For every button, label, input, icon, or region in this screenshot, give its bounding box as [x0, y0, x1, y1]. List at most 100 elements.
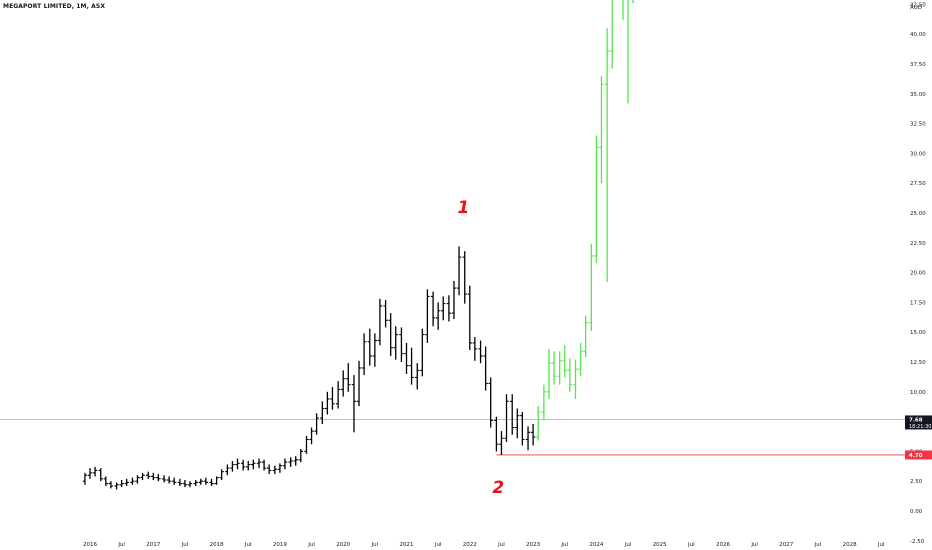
axes	[0, 419, 905, 456]
y-tick-label: 0.00	[910, 509, 923, 515]
ohlc-bar	[488, 377, 493, 428]
x-tick-label: 2027	[779, 542, 793, 548]
ohlc-bar	[525, 426, 531, 451]
ohlc-bar	[462, 251, 467, 304]
ohlc-bar	[632, 0, 634, 4]
price-axis[interactable]: -2.500.002.505.007.5010.0012.5015.0017.5…	[910, 0, 926, 545]
ohlc-bar	[510, 394, 515, 435]
ohlc-bar	[87, 468, 93, 479]
ohlc-bar	[622, 0, 624, 20]
x-tick-label: Jul	[814, 542, 822, 548]
ohlc-bar	[404, 342, 409, 374]
x-tick-label: 2026	[716, 542, 730, 548]
ohlc-bar	[515, 408, 520, 439]
ohlc-bar	[114, 482, 119, 490]
ohlc-bar	[361, 333, 367, 376]
ohlc-bar	[346, 363, 351, 392]
support-price-value: 4.70	[909, 453, 923, 459]
ohlc-bar	[108, 481, 114, 489]
ohlc-bar	[583, 315, 588, 358]
ohlc-bar	[140, 472, 145, 481]
ohlc-bar	[235, 458, 240, 470]
ohlc-bar	[467, 285, 472, 351]
currency-label: AUD	[910, 5, 922, 11]
ohlc-bar	[187, 481, 193, 488]
ohlc-bar	[627, 0, 629, 104]
ohlc-bar	[251, 459, 256, 470]
ohlc-bar	[530, 423, 536, 446]
ohlc-bar	[562, 345, 567, 378]
ohlc-bar	[166, 476, 172, 484]
ohlc-bar	[119, 480, 124, 488]
y-tick-label: 35.00	[910, 92, 926, 98]
ohlc-bar	[478, 340, 483, 364]
ohlc-bar	[546, 348, 552, 399]
ohlc-bar	[551, 351, 557, 385]
x-tick-label: Jul	[181, 542, 189, 548]
x-tick-label: 2021	[400, 542, 414, 548]
x-tick-label: Jul	[307, 542, 315, 548]
ohlc-bar	[420, 328, 425, 377]
x-tick-label: 2024	[589, 542, 603, 548]
ohlc-bar	[256, 458, 262, 469]
y-tick-label: -2.50	[910, 539, 925, 545]
ohlc-bar	[494, 416, 499, 452]
ohlc-bar	[415, 363, 420, 390]
ohlc-bar	[171, 477, 177, 485]
ohlc-bar	[393, 326, 398, 360]
ohlc-bar	[298, 449, 303, 463]
ohlc-bar	[130, 477, 135, 485]
time-axis[interactable]: 2016 Jul 2017 Jul 2018 Jul 2019 Jul 2020 Jul 2021 J…	[83, 542, 885, 548]
ohlc-bar	[240, 459, 246, 471]
ohlc-bar	[388, 313, 393, 357]
ohlc-bar	[377, 298, 383, 346]
ohlc-bar	[483, 346, 488, 391]
ohlc-bar	[599, 75, 604, 184]
ohlc-bar	[203, 477, 209, 485]
ohlc-bar	[409, 347, 414, 385]
chart-title: MEGAPORT LIMITED, 1M, ASX	[3, 3, 106, 10]
ohlc-bar	[161, 475, 167, 483]
ohlc-bar	[472, 336, 478, 361]
ohlc-bar	[98, 468, 103, 482]
ohlc-bar	[325, 391, 330, 415]
ohlc-bar	[293, 456, 298, 466]
ohlc-bar	[578, 342, 583, 377]
ohlc-bar	[151, 472, 156, 481]
current-price-value: 7.68	[909, 417, 923, 423]
current-price-time: 18:21:30	[909, 424, 931, 430]
y-tick-label: 42.50	[910, 2, 926, 8]
support-price-tag	[905, 450, 932, 460]
ohlc-bar	[182, 480, 188, 488]
ohlc-bar	[124, 478, 129, 486]
current-price-tag	[905, 415, 932, 430]
ohlc-bar	[156, 474, 161, 482]
ohlc-bar	[198, 478, 203, 485]
x-tick-label: Jul	[560, 542, 568, 548]
ohlc-bar	[135, 475, 140, 484]
y-tick-label: 22.50	[910, 241, 926, 247]
ohlc-bar	[214, 476, 219, 485]
ohlc-bar	[351, 375, 357, 433]
y-tick-label: 20.00	[910, 271, 926, 277]
x-tick-label: 2020	[336, 542, 350, 548]
y-tick-label: 30.00	[910, 151, 926, 157]
ohlc-bar	[219, 469, 224, 481]
ohlc-bar	[557, 351, 562, 385]
ohlc-bar	[193, 480, 198, 486]
x-tick-label: 2017	[146, 542, 160, 548]
ohlc-bar	[372, 333, 378, 367]
ohlc-bar	[288, 457, 293, 467]
ohlc-bar	[230, 460, 235, 472]
ohlc-bar	[314, 413, 319, 435]
wave-label: 1	[458, 198, 470, 218]
x-tick-label: 2018	[210, 542, 224, 548]
x-tick-label: 2025	[653, 542, 667, 548]
ohlc-bar	[209, 478, 214, 486]
y-tick-label: 17.50	[910, 300, 926, 306]
ohlc-bar	[430, 291, 436, 327]
x-tick-label: Jul	[687, 542, 695, 548]
y-tick-label: 37.50	[910, 62, 926, 68]
